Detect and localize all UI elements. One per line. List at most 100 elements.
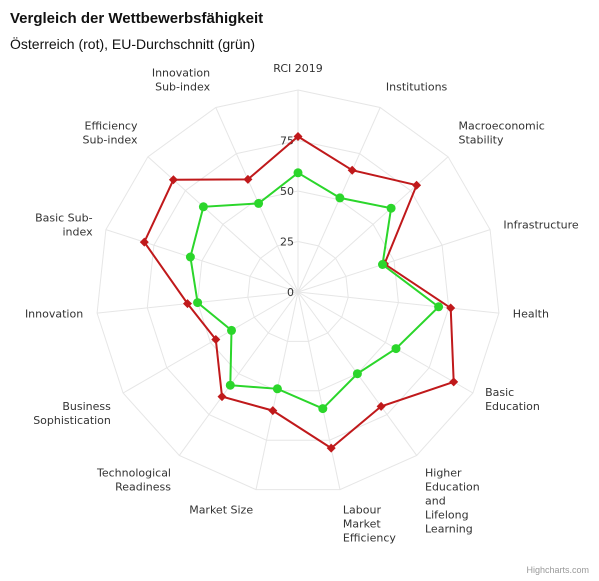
credits-link[interactable]: Highcharts.com <box>526 565 589 575</box>
series <box>139 132 459 453</box>
axis-label: Business Sophistication <box>33 400 111 427</box>
data-point[interactable] <box>376 401 386 411</box>
data-point[interactable] <box>243 174 253 184</box>
axis-label-line: Basic Sub- <box>35 211 93 224</box>
series-1 <box>185 168 444 414</box>
grid-ring <box>247 240 349 342</box>
axis-label-line: Education <box>485 400 540 413</box>
axis-label: Innovation Sub-index <box>152 67 211 94</box>
axis-label-line: Innovation <box>25 308 83 321</box>
data-point[interactable] <box>268 406 278 416</box>
data-point[interactable] <box>183 299 192 309</box>
axis-label: Basic Sub-index <box>35 211 93 238</box>
axis-label: Efficiency Sub-index <box>83 120 138 147</box>
data-point[interactable] <box>378 260 387 269</box>
data-point[interactable] <box>335 193 345 203</box>
data-point[interactable] <box>347 165 357 175</box>
data-point[interactable] <box>168 175 178 185</box>
axis-label-line: Technological <box>96 467 171 480</box>
data-point[interactable] <box>446 303 456 313</box>
axis-label-line: Lifelong <box>425 509 469 522</box>
axis-label-line: Basic <box>485 386 514 399</box>
chart-subtitle: Österreich (rot), EU-Durchschnitt (grün) <box>10 36 256 52</box>
axis-label-line: and <box>425 495 446 508</box>
grid-spoke <box>297 291 341 490</box>
axis-label-line: Higher <box>425 467 462 480</box>
axis-label: Technological Readiness <box>96 467 171 494</box>
axis-label: Higher Education and Lifelong Learning <box>425 467 480 536</box>
grid-ring <box>146 139 450 441</box>
data-point[interactable] <box>185 252 195 262</box>
series-0 <box>139 132 459 453</box>
grid-spoke <box>178 291 299 456</box>
data-point[interactable] <box>293 168 303 178</box>
grid-spoke <box>297 291 499 314</box>
data-point[interactable] <box>434 302 444 312</box>
data-point[interactable] <box>318 404 328 414</box>
data-point[interactable] <box>449 377 459 387</box>
radial-tick-label: 0 <box>287 286 294 299</box>
grid-spoke <box>122 291 299 394</box>
axis-label-line: Readiness <box>115 481 171 494</box>
axis-label-line: Learning <box>425 523 473 536</box>
data-point[interactable] <box>193 298 203 308</box>
data-point[interactable] <box>412 180 422 190</box>
data-point[interactable] <box>198 202 208 212</box>
axis-label: Infrastructure <box>503 218 579 231</box>
radial-tick-label: 25 <box>280 236 294 249</box>
grid-ring <box>96 89 500 491</box>
data-point[interactable] <box>352 369 362 379</box>
chart-title: Vergleich der Wettbewerbsfähigkeit <box>10 10 264 27</box>
axis-label: Market Size <box>189 503 253 516</box>
series-line <box>143 135 455 450</box>
grid-spoke <box>147 156 299 293</box>
data-point[interactable] <box>211 335 221 344</box>
grid-spoke <box>105 229 299 293</box>
axis-label-line: Business <box>62 400 111 413</box>
data-point[interactable] <box>326 443 336 453</box>
data-point[interactable] <box>225 380 235 390</box>
axis-label: Basic Education <box>485 386 540 413</box>
axis-label-line: Sub-index <box>83 134 138 147</box>
data-point[interactable] <box>227 325 236 335</box>
axis-label-line: Macroeconomic <box>459 120 545 133</box>
series-line <box>189 171 441 410</box>
axis-labels: RCI 2019 Institutions Macroeconomic Stabili… <box>25 62 579 544</box>
grid-spoke <box>297 229 491 293</box>
axis-label: Institutions <box>386 81 448 94</box>
axis-label-line: Labour <box>343 503 382 516</box>
grid-ring <box>197 190 399 392</box>
radial-tick-labels: 0 25 50 75 <box>280 135 294 300</box>
radial-tick-label: 50 <box>280 185 294 198</box>
axis-label-line: Health <box>513 308 549 321</box>
grid-spoke <box>297 291 474 394</box>
axis-label-line: Market Size <box>189 503 253 516</box>
data-point[interactable] <box>386 203 396 213</box>
grid <box>96 89 500 491</box>
axis-label-line: Education <box>425 481 480 494</box>
data-point[interactable] <box>139 237 149 247</box>
data-point[interactable] <box>391 344 401 354</box>
axis-label-line: Sub-index <box>155 81 210 94</box>
data-point[interactable] <box>217 392 227 402</box>
grid-spoke <box>297 156 449 293</box>
axis-label: Macroeconomic Stability <box>459 120 545 147</box>
axis-label-line: Market <box>343 517 381 530</box>
axis-label-line: RCI 2019 <box>273 62 323 75</box>
axis-label-line: Institutions <box>386 81 448 94</box>
data-point[interactable] <box>293 132 303 141</box>
data-point[interactable] <box>254 198 264 208</box>
axis-label: Innovation <box>25 308 83 321</box>
axis-label: Labour Market Efficiency <box>343 503 396 544</box>
axis-label-line: index <box>62 225 93 238</box>
axis-label-line: Stability <box>459 134 505 147</box>
axis-label-line: Innovation <box>152 67 210 80</box>
axis-label-line: Sophistication <box>33 414 111 427</box>
axis-label: Health <box>513 308 549 321</box>
radial-tick-label: 75 <box>280 135 294 148</box>
axis-label-line: Efficiency <box>343 531 396 544</box>
axis-label-line: Infrastructure <box>503 218 579 231</box>
axis-label-line: Efficiency <box>85 120 138 133</box>
data-point[interactable] <box>272 384 282 394</box>
